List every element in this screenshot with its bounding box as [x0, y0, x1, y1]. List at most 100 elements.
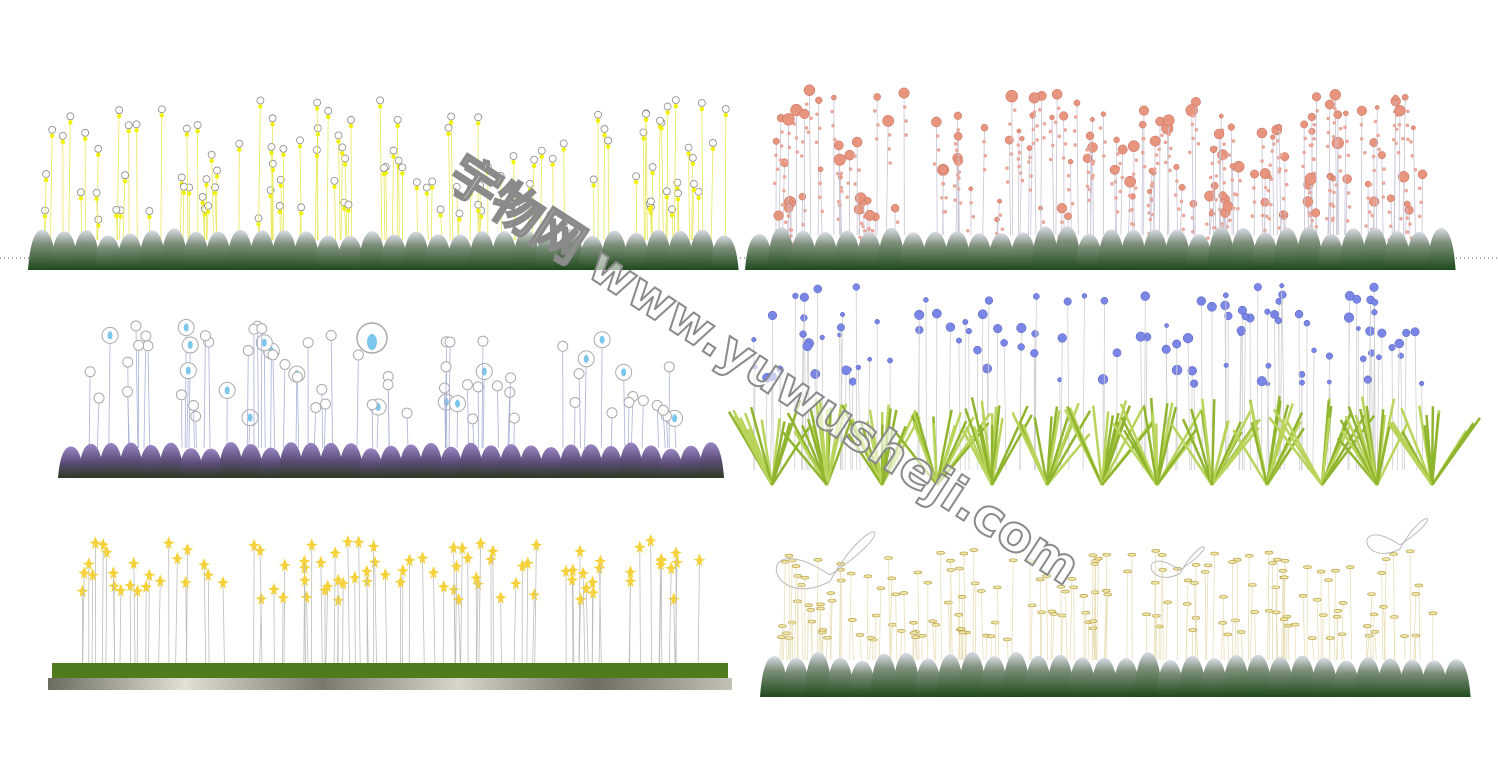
- light-ring: [130, 320, 142, 332]
- blue-ball: [923, 297, 929, 303]
- blue-ball: [1172, 339, 1182, 349]
- shrub: [1332, 660, 1361, 697]
- bulb: [474, 113, 483, 122]
- pink-bead: [1312, 136, 1316, 141]
- stem: [1374, 631, 1377, 661]
- pink-ball: [1386, 194, 1395, 203]
- gold-disc: [1303, 565, 1312, 569]
- gold-disc: [1325, 636, 1335, 640]
- stem: [607, 140, 610, 241]
- stem: [1398, 110, 1401, 236]
- star-light: [202, 568, 215, 582]
- pink-bead: [1085, 148, 1089, 152]
- bulb-glow: [643, 117, 649, 123]
- star-light: [360, 564, 373, 578]
- star-light: [574, 592, 587, 606]
- pink-ball: [890, 203, 900, 213]
- pink-bead: [1396, 150, 1401, 155]
- bulb: [684, 143, 693, 152]
- stem: [656, 405, 660, 449]
- stem: [673, 598, 676, 664]
- pink-bead: [1301, 164, 1305, 169]
- pink-ball: [1343, 110, 1349, 117]
- pink-bead: [1311, 157, 1316, 161]
- pink-bead: [1160, 133, 1164, 138]
- gold-disc: [1268, 561, 1277, 565]
- gold-disc: [1037, 610, 1046, 615]
- pink-ball: [1117, 144, 1128, 155]
- gold-disc: [806, 608, 815, 612]
- star-light: [472, 577, 485, 591]
- pink-bead: [982, 167, 987, 172]
- shrub: [1090, 658, 1119, 697]
- stem: [571, 579, 574, 664]
- stem: [270, 350, 272, 449]
- star-light: [494, 590, 507, 604]
- shrub: [558, 444, 584, 478]
- shrub: [298, 442, 324, 478]
- gold-disc: [969, 548, 979, 552]
- grass-blade: [1200, 398, 1214, 486]
- bulb-glow: [181, 190, 187, 195]
- stem: [825, 637, 828, 661]
- stem: [1194, 583, 1197, 661]
- pink-ball: [798, 192, 807, 201]
- pink-bead: [1382, 167, 1386, 171]
- stem: [207, 574, 210, 664]
- shrub: [338, 443, 364, 478]
- light-ring: [190, 410, 202, 422]
- gold-disc: [911, 635, 920, 639]
- bulb: [447, 112, 456, 121]
- pink-bead: [1087, 198, 1091, 203]
- stem: [193, 405, 195, 449]
- gold-disc: [1278, 568, 1288, 573]
- pink-bead: [1266, 188, 1271, 193]
- bulb-glow: [184, 132, 190, 137]
- pink-bead: [1392, 123, 1397, 128]
- stem: [1019, 346, 1022, 471]
- pink-bead: [845, 195, 849, 199]
- stem: [1414, 635, 1417, 661]
- bulb-glow: [332, 184, 337, 190]
- shrub: [198, 448, 224, 478]
- bulb: [313, 124, 322, 133]
- pink-ball: [1311, 92, 1322, 102]
- shrub: [914, 658, 943, 697]
- grass-blade: [770, 399, 802, 486]
- shrub: [292, 231, 321, 270]
- gold-disc: [1250, 610, 1259, 614]
- pink-bead: [887, 147, 891, 151]
- light-ring: [401, 407, 413, 419]
- blue-ball: [867, 357, 872, 362]
- bulb-glow: [278, 183, 283, 188]
- stem: [668, 567, 672, 664]
- blue-ball: [1270, 310, 1279, 319]
- bulb-glow: [209, 158, 214, 163]
- pink-bead: [1381, 181, 1386, 185]
- pink-ball: [1028, 92, 1040, 104]
- pink-bead: [998, 213, 1003, 217]
- pink-bead: [1334, 140, 1339, 145]
- stem: [469, 188, 472, 241]
- gold-disc: [1188, 628, 1198, 632]
- bulb: [646, 197, 655, 206]
- stem: [1033, 97, 1037, 236]
- stem: [1185, 580, 1189, 661]
- pink-bead: [1152, 167, 1157, 171]
- star-light: [654, 557, 667, 571]
- pink-bead: [1303, 136, 1307, 141]
- pink-bead: [1328, 202, 1333, 207]
- blue-ball: [1363, 375, 1372, 384]
- pink-bead: [1016, 157, 1021, 161]
- stem: [263, 342, 266, 449]
- stem: [1365, 626, 1368, 661]
- gold-disc: [1283, 623, 1293, 628]
- bulb: [688, 153, 697, 162]
- bulb: [41, 206, 49, 215]
- pink-bead: [780, 130, 784, 134]
- pink-ball: [817, 166, 824, 173]
- pink-bead: [1364, 224, 1368, 228]
- bulb: [509, 152, 518, 161]
- stem: [1094, 592, 1097, 661]
- light-ring: [557, 340, 569, 352]
